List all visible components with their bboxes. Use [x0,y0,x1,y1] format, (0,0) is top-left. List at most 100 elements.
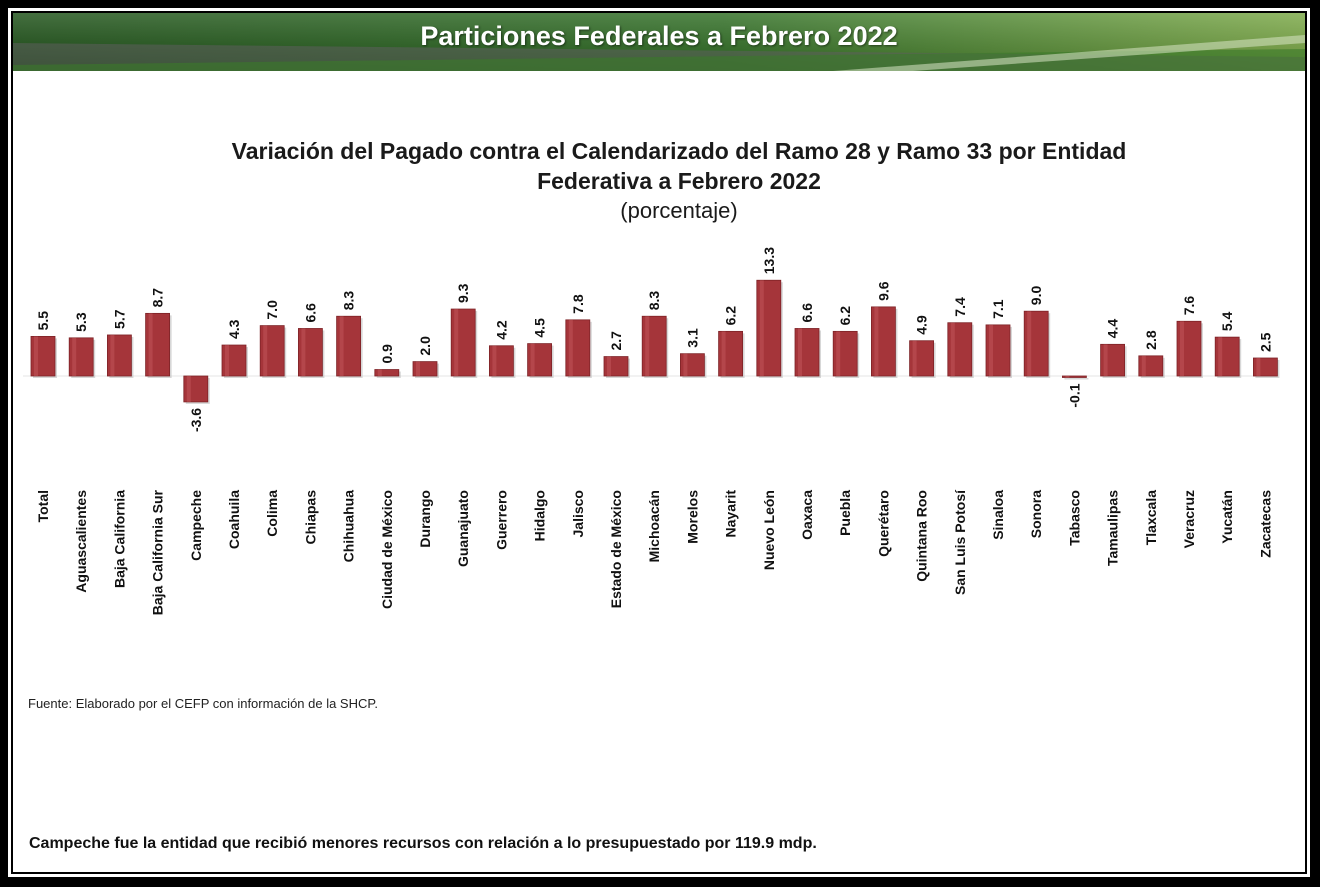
category-label: Quintana Roo [914,490,930,582]
bar-highlight [950,322,955,376]
bar-highlight [721,331,726,376]
bar-highlight [798,328,802,376]
value-label: -0.1 [1066,383,1082,407]
bar-highlight [912,340,917,376]
slide-panel: Particiones Federales a Febrero 2022 Var… [13,13,1305,872]
bar-highlight [568,319,573,376]
bar-highlight [607,356,611,376]
bar-group: 2.0 Durango [412,336,439,548]
bar-group: 4.2 Guerrero [488,320,516,550]
value-label: 6.2 [837,306,853,326]
value-label: 7.4 [952,297,968,317]
bar [1062,375,1087,378]
footnote: Campeche fue la entidad que recibió meno… [29,835,817,852]
bar-highlight [416,361,420,376]
category-label: Sonora [1028,490,1044,538]
bar-group: 4.5 Hidalgo [527,318,554,541]
value-label: 7.8 [570,294,586,314]
bar-group: 8.7 Baja California Sur [145,288,172,615]
value-label: 5.7 [111,309,127,329]
value-label: 7.6 [1181,296,1197,316]
bar-highlight [1027,311,1032,376]
category-label: Ciudad de México [379,490,395,609]
value-label: 5.3 [73,312,89,332]
category-label: Morelos [684,490,700,544]
category-label: Chihuahua [341,490,357,563]
category-label: Puebla [837,490,853,536]
value-label: 8.3 [646,291,662,311]
chart-title-line1: Variación del Pagado contra el Calendari… [231,138,1127,164]
value-label: 13.3 [761,247,777,274]
value-label: 2.0 [417,336,433,356]
value-label: 5.4 [1219,311,1235,331]
chart-title-line2: Federativa a Febrero 2022 [537,168,821,194]
bar-group: 8.3 Chihuahua [336,291,363,563]
bar-group: 9.3 Guanajuato [450,283,478,567]
bar-highlight [530,343,535,376]
bar-highlight [836,331,841,376]
value-label: 2.7 [608,331,624,351]
value-label: 9.0 [1028,286,1044,306]
category-label: Guerrero [493,490,509,550]
value-label: 6.6 [302,303,318,323]
bar [374,369,400,377]
bar-group: 5.7 Baja California [107,309,134,588]
bar-highlight [683,353,688,376]
bar-highlight [301,328,306,376]
bar-group: 9.6 Querétaro [871,281,898,557]
category-label: Tabasco [1066,490,1082,546]
bar-highlight [492,345,497,376]
category-label: Chiapas [302,490,318,545]
bar-shadow [1064,378,1089,380]
category-label: Nayarit [723,490,739,538]
value-label: 9.6 [875,281,891,301]
bar-group: 7.8 Jalisco [565,294,592,537]
bar-group: 4.3 Coahuila [221,319,248,549]
value-label: 2.5 [1257,332,1273,352]
bar-highlight [874,306,879,376]
bar-highlight [225,345,229,376]
bar-group: 7.1 Sinaloa [985,299,1012,540]
bar-group: 2.5 Zacatecas [1253,332,1280,558]
bar-highlight [645,316,650,376]
chart-subtitle: (porcentaje) [620,198,738,223]
bar-highlight [1218,337,1223,376]
value-label: 6.2 [723,306,739,326]
category-label: Querétaro [875,490,891,557]
value-label: 3.1 [684,328,700,348]
bar-group: 3.1 Morelos [680,328,707,544]
bar-group: 7.0 Colima [259,300,287,537]
category-label: Yucatán [1219,490,1235,544]
category-label: Oaxaca [799,490,815,540]
bar-group: 9.0 Sonora [1023,286,1051,538]
bar-group: 5.5 Total [30,311,57,522]
bar-highlight [1180,321,1184,376]
bar-highlight [110,334,115,376]
bar-highlight [263,325,268,376]
bar-highlight [1065,376,1070,378]
category-label: Sinaloa [990,490,1006,540]
bar-group: 6.2 Puebla [832,306,860,536]
category-label: Aguascalientes [73,490,89,593]
value-label: 4.2 [493,320,509,340]
bar-group: 7.6 Veracruz [1176,296,1203,548]
value-label: 8.3 [341,291,357,311]
bar-highlight [339,316,344,376]
banner-title: Particiones Federales a Febrero 2022 [420,21,898,51]
bar-group: 6.6 Oaxaca [794,303,821,540]
category-label: Estado de México [608,490,624,608]
value-label: 8.7 [150,288,166,308]
bar-highlight [377,369,382,376]
bar-highlight [759,280,764,376]
bar-group: 6.2 Nayarit [718,306,745,538]
chart-title: Variación del Pagado contra el Calendari… [13,136,1305,196]
category-label: Hidalgo [532,490,548,541]
bar-highlight [148,313,153,376]
value-label: 5.5 [35,311,51,331]
value-label: 4.9 [914,315,930,335]
bar-highlight [72,337,77,376]
bar-highlight [186,376,191,402]
category-label: Campeche [188,490,204,561]
bar-chart: 5.5 Total 5.3 Aguascalientes 5.7 Baja Califor… [23,247,1280,615]
bar-highlight [989,324,993,376]
